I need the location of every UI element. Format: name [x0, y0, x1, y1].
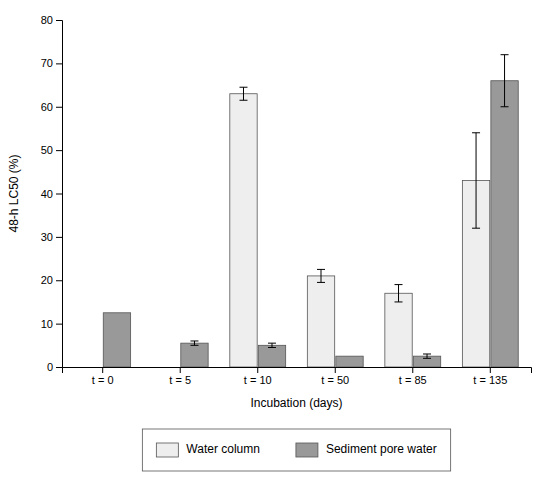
x-axis-line: [63, 368, 532, 374]
legend: Water column Sediment pore water: [142, 429, 450, 471]
error-bar: [395, 285, 403, 302]
y-tick-mark: [56, 324, 62, 325]
x-axis: t = 0 t = 5 t = 10 t = 50 t = 85 t = 135: [63, 367, 532, 386]
y-tick-mark: [56, 194, 62, 195]
y-tick: 20: [41, 274, 62, 286]
y-tick: 70: [41, 57, 62, 69]
legend-item: Water column: [156, 442, 260, 457]
legend-box: [142, 429, 450, 471]
x-tick: t = 50: [321, 367, 349, 386]
error-bar: [501, 55, 509, 107]
chart: 01020304050607080t = 0t = 5t = 10t = 50t…: [0, 0, 551, 492]
error-bar: [472, 133, 480, 228]
plot: 01020304050607080t = 0t = 5t = 10t = 50t…: [7, 14, 532, 410]
x-tick: t = 10: [244, 367, 272, 386]
bar: [230, 94, 257, 367]
legend-swatch: [156, 443, 178, 457]
x-tick-mark: [490, 367, 491, 373]
x-tick-label: t = 85: [399, 374, 427, 386]
y-tick-mark: [56, 107, 62, 108]
bar: [336, 356, 363, 367]
legend-label: Sediment pore water: [326, 442, 437, 456]
x-tick-label: t = 10: [244, 374, 272, 386]
error-bar: [239, 87, 247, 100]
y-tick: 40: [41, 188, 62, 200]
y-tick-label: 50: [41, 144, 53, 156]
y-tick-label: 60: [41, 101, 53, 113]
y-tick: 10: [41, 318, 62, 330]
y-tick: 0: [47, 361, 62, 373]
x-tick-mark: [180, 367, 181, 373]
x-tick: t = 5: [169, 367, 191, 386]
y-tick-label: 80: [41, 14, 53, 26]
y-axis: 0 10 20 30 40 50 60 70 80: [41, 14, 63, 373]
error-bar: [190, 341, 198, 345]
error-bars: [190, 55, 508, 359]
y-tick-mark: [56, 367, 62, 368]
y-tick-mark: [56, 280, 62, 281]
x-tick-label: t = 5: [169, 374, 191, 386]
error-bars: [239, 87, 480, 302]
y-tick-mark: [56, 237, 62, 238]
y-tick-label: 30: [41, 231, 53, 243]
error-bar: [268, 343, 276, 347]
bar: [103, 313, 130, 367]
x-tick-label: t = 50: [321, 374, 349, 386]
y-tick-mark: [56, 20, 62, 21]
y-axis-title: 48-h LC50 (%): [7, 154, 21, 232]
y-tick-label: 0: [47, 361, 53, 373]
x-tick-mark: [412, 367, 413, 373]
bar: [491, 81, 518, 367]
y-tick: 30: [41, 231, 62, 243]
x-tick-mark: [257, 367, 258, 373]
bar: [307, 276, 334, 367]
x-tick-label: t = 135: [473, 374, 507, 386]
x-tick: t = 0: [92, 367, 114, 386]
y-tick: 50: [41, 144, 62, 156]
y-tick: 80: [41, 14, 62, 26]
marks: [103, 55, 518, 367]
legend-label: Water column: [186, 442, 260, 456]
x-tick: t = 135: [473, 367, 507, 386]
bar: [385, 293, 412, 367]
legend-swatch: [296, 443, 318, 457]
x-axis-title: Incubation (days): [250, 396, 342, 410]
bar-series: [103, 81, 518, 367]
bar: [152, 367, 179, 368]
x-tick-mark: [335, 367, 336, 373]
error-bar: [423, 354, 431, 358]
y-tick-mark: [56, 150, 62, 151]
bar: [258, 345, 285, 367]
x-tick: t = 85: [399, 367, 427, 386]
y-tick-label: 40: [41, 188, 53, 200]
x-tick-label: t = 0: [92, 374, 114, 386]
y-tick-mark: [56, 63, 62, 64]
bar: [181, 343, 208, 367]
y-tick-label: 20: [41, 274, 53, 286]
bar-series: [230, 94, 490, 367]
x-tick-mark: [102, 367, 103, 373]
y-axis-line: [56, 21, 63, 368]
y-tick-label: 10: [41, 318, 53, 330]
y-tick: 60: [41, 101, 62, 113]
legend-item: Sediment pore water: [296, 442, 437, 457]
error-bar: [317, 269, 325, 282]
y-tick-label: 70: [41, 57, 53, 69]
bar: [75, 367, 102, 368]
